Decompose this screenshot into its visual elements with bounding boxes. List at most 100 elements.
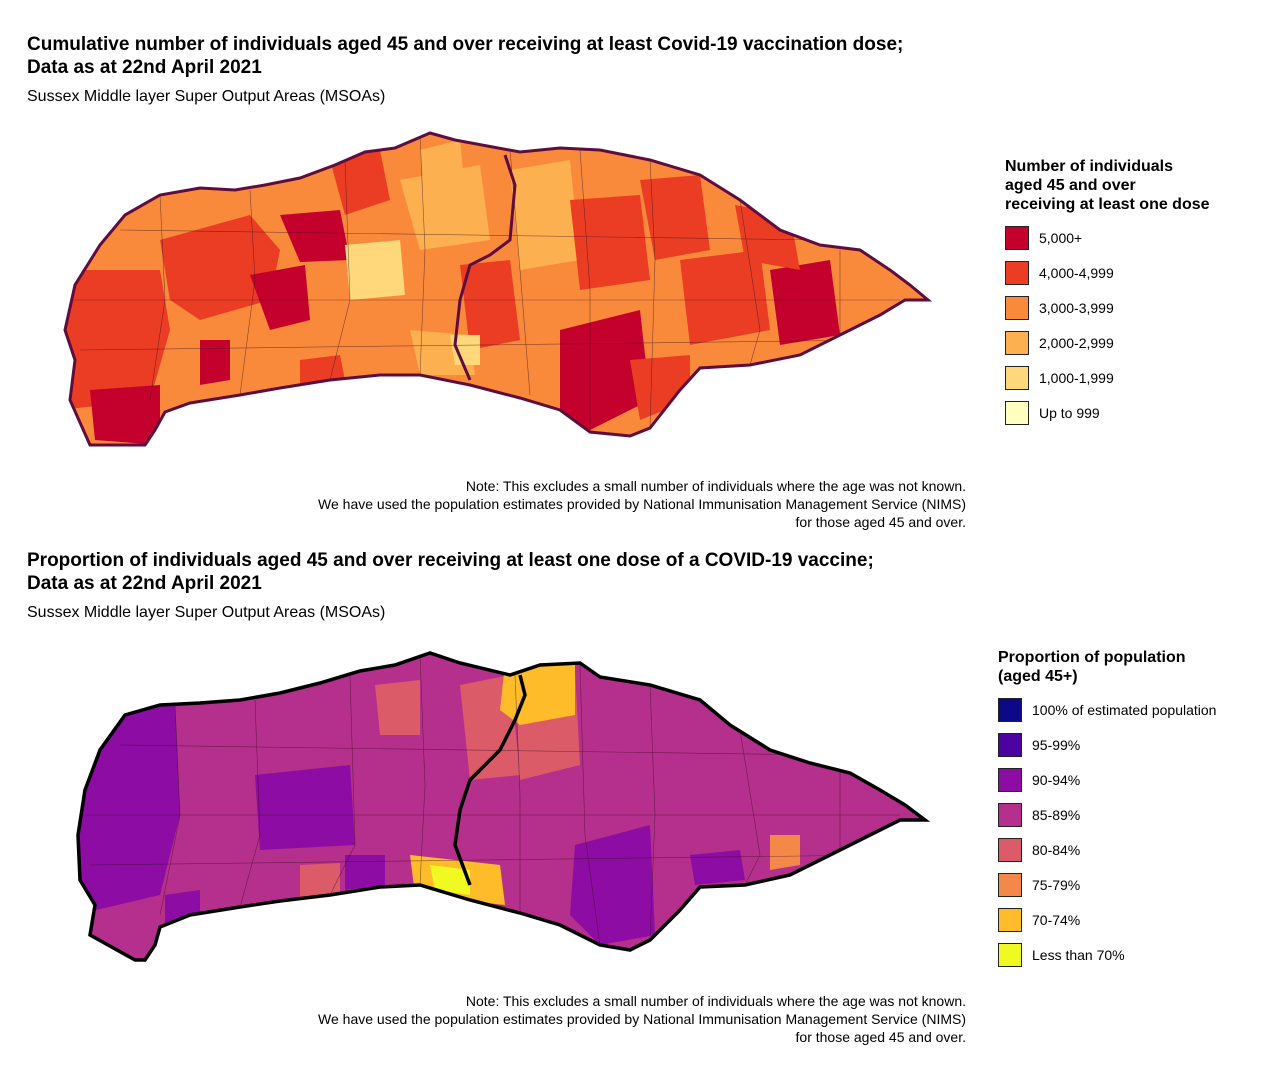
region-fill <box>770 835 800 870</box>
count-legend-swatch <box>1005 330 1029 355</box>
proportion-legend-swatch <box>998 837 1022 862</box>
proportion-legend-swatch <box>998 942 1022 967</box>
proportion-legend-item: 85-89% <box>998 797 1216 832</box>
count-legend-item: 5,000+ <box>1005 220 1210 255</box>
proportion-map-panel: Proportion of individuals aged 45 and ov… <box>0 535 1280 1080</box>
proportion-legend-label: 95-99% <box>1032 736 1081 753</box>
note-line: We have used the population estimates pr… <box>318 496 966 512</box>
count-legend-title-line: Number of individuals <box>1005 158 1174 175</box>
count-legend-label: Up to 999 <box>1039 404 1100 421</box>
count-legend-swatch <box>1005 225 1029 250</box>
count-legend: Number of individuals aged 45 and over r… <box>1005 157 1210 430</box>
region-fill <box>430 865 470 895</box>
region-fill <box>450 335 480 365</box>
count-map-title-line1: Cumulative number of individuals aged 45… <box>27 34 904 55</box>
proportion-legend-label: 90-94% <box>1032 771 1081 788</box>
count-legend-label: 2,000-2,999 <box>1039 334 1114 351</box>
region-fill <box>255 765 355 850</box>
proportion-legend-item: Less than 70% <box>998 937 1216 972</box>
proportion-legend-swatch <box>998 732 1022 757</box>
count-legend-label: 3,000-3,999 <box>1039 299 1114 316</box>
region-fill <box>280 210 350 262</box>
count-choropleth-map <box>63 131 933 447</box>
proportion-legend-label: 75-79% <box>1032 876 1081 893</box>
count-legend-swatch <box>1005 260 1029 285</box>
region-fill <box>160 215 280 320</box>
county-divider <box>453 674 527 886</box>
proportion-legend-label: Less than 70% <box>1032 946 1125 963</box>
region-fill <box>420 140 465 200</box>
count-map-regions <box>65 133 928 445</box>
region-fill <box>375 680 420 735</box>
region-fill <box>345 855 385 890</box>
region-fill <box>90 385 160 445</box>
region-fill <box>510 160 580 270</box>
count-legend-title-line: aged 45 and over <box>1005 177 1136 194</box>
note-line: We have used the population estimates pr… <box>318 1011 966 1027</box>
count-legend-title: Number of individuals aged 45 and over r… <box>1005 157 1210 214</box>
proportion-legend-title-line: Proportion of population <box>998 649 1186 666</box>
proportion-legend-item: 100% of estimated population <box>998 692 1216 727</box>
count-legend-swatch <box>1005 365 1029 390</box>
proportion-legend-item: 80-84% <box>998 832 1216 867</box>
region-fill <box>500 660 575 725</box>
proportion-legend-swatch <box>998 802 1022 827</box>
region-fill <box>690 850 745 885</box>
count-map-title-line2: Data as at 22nd April 2021 <box>27 57 262 78</box>
count-map-subtitle: Sussex Middle layer Super Output Areas (… <box>27 88 386 105</box>
region-fill <box>250 265 310 330</box>
proportion-map-note: Note: This excludes a small number of in… <box>318 992 966 1046</box>
note-line: for those aged 45 and over. <box>795 1029 966 1045</box>
region-fill <box>200 340 230 385</box>
count-legend-label: 1,000-1,999 <box>1039 369 1114 386</box>
region-fill <box>345 240 405 300</box>
msoa-boundaries <box>80 654 900 946</box>
proportion-legend-title: Proportion of population (aged 45+) <box>998 648 1216 686</box>
region-fill <box>65 270 170 410</box>
proportion-map-subtitle: Sussex Middle layer Super Output Areas (… <box>27 604 386 621</box>
proportion-legend-label: 100% of estimated population <box>1032 701 1217 718</box>
note-line: Note: This excludes a small number of in… <box>465 993 966 1009</box>
proportion-map-regions <box>78 653 925 960</box>
region-fill <box>560 310 650 430</box>
region-fill <box>300 355 345 385</box>
proportion-legend-label: 70-74% <box>1032 911 1081 928</box>
proportion-legend-item: 95-99% <box>998 727 1216 762</box>
proportion-map-title-line1: Proportion of individuals aged 45 and ov… <box>27 550 874 571</box>
count-legend-item: 2,000-2,999 <box>1005 325 1210 360</box>
count-legend-item: 1,000-1,999 <box>1005 360 1210 395</box>
county-boundary <box>76 651 931 962</box>
proportion-legend-label: 80-84% <box>1032 841 1081 858</box>
region-fill <box>640 175 710 260</box>
region-fill <box>570 195 650 290</box>
count-legend-label: 4,000-4,999 <box>1039 264 1114 281</box>
proportion-legend-swatch <box>998 907 1022 932</box>
count-legend-swatch <box>1005 295 1029 320</box>
region-fill <box>460 260 520 350</box>
region-fill <box>300 863 340 897</box>
proportion-choropleth-map <box>76 651 931 962</box>
count-map-note: Note: This excludes a small number of in… <box>318 477 966 531</box>
count-legend-label: 5,000+ <box>1039 229 1083 246</box>
note-line: for those aged 45 and over. <box>795 514 966 530</box>
proportion-legend-item: 75-79% <box>998 867 1216 902</box>
proportion-legend-swatch <box>998 767 1022 792</box>
count-map-panel: Cumulative number of individuals aged 45… <box>0 0 1280 535</box>
proportion-legend-item: 90-94% <box>998 762 1216 797</box>
region-fill <box>770 260 840 345</box>
count-legend-title-line: receiving at least one dose <box>1005 196 1210 213</box>
region-fill <box>78 700 180 915</box>
proportion-legend: Proportion of population (aged 45+) 100%… <box>998 648 1216 972</box>
proportion-map-title-line2: Data as at 22nd April 2021 <box>27 573 262 594</box>
proportion-legend-swatch <box>998 872 1022 897</box>
region-fill <box>680 250 770 345</box>
count-legend-swatch <box>1005 400 1029 425</box>
county-boundary <box>63 131 933 447</box>
count-legend-item: 3,000-3,999 <box>1005 290 1210 325</box>
count-legend-item: Up to 999 <box>1005 395 1210 430</box>
count-legend-item: 4,000-4,999 <box>1005 255 1210 290</box>
note-line: Note: This excludes a small number of in… <box>465 478 966 494</box>
proportion-legend-title-line: (aged 45+) <box>998 668 1078 685</box>
proportion-legend-label: 85-89% <box>1032 806 1081 823</box>
region-fill <box>570 825 655 945</box>
